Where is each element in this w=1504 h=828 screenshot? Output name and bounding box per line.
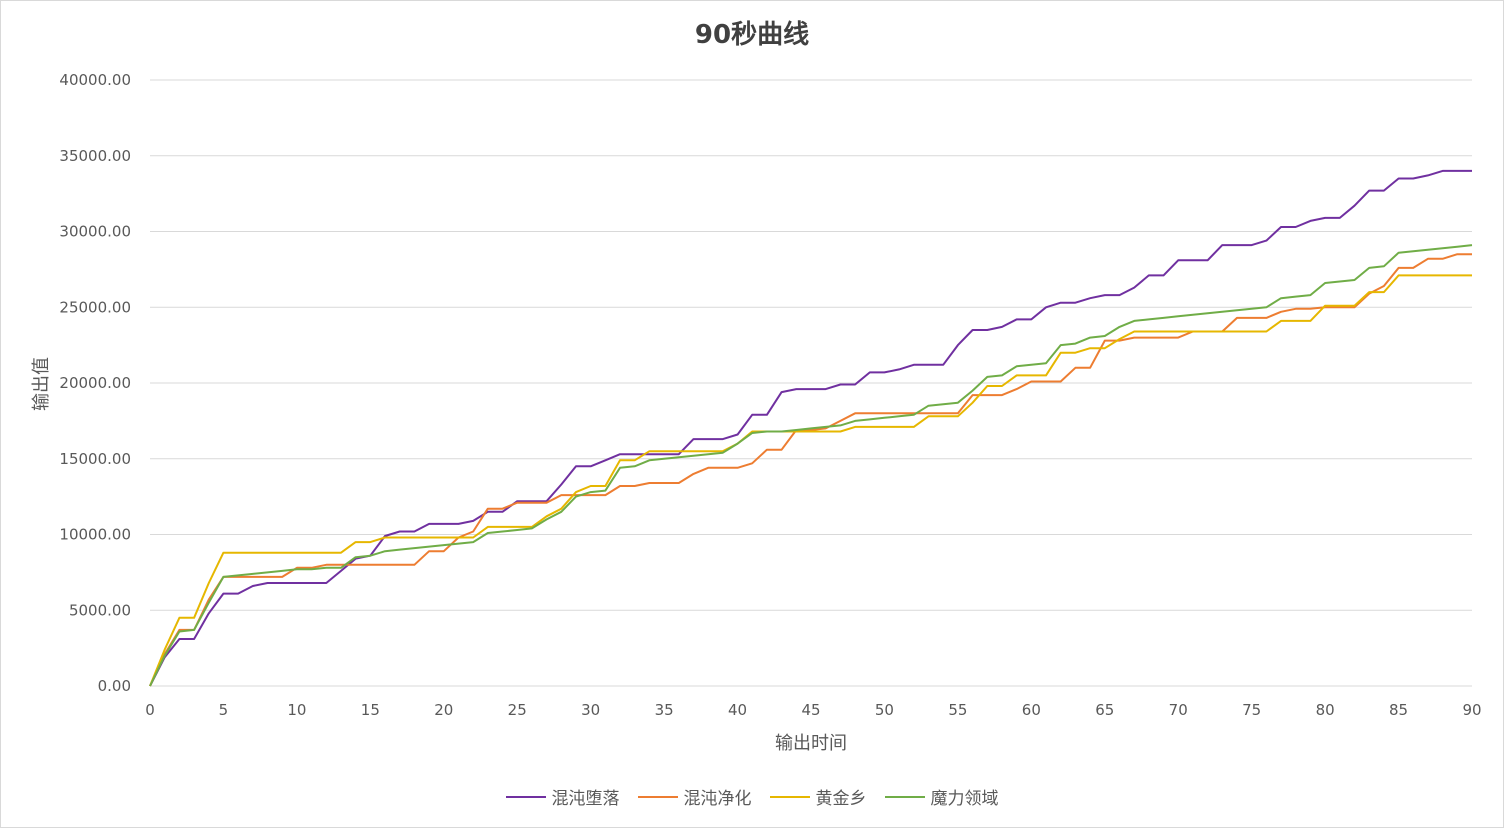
legend-swatch (769, 795, 810, 798)
x-tick-label: 65 (1095, 701, 1114, 719)
legend-label: 混沌净化 (683, 789, 752, 809)
x-tick-label: 75 (1242, 701, 1261, 719)
legend-item-4: 魔力领域 (884, 784, 999, 809)
x-tick-label: 0 (145, 701, 155, 719)
x-tick-label: 90 (1462, 701, 1481, 719)
y-tick-label: 35000.00 (59, 147, 131, 165)
legend-item-3: 黄金乡 (769, 784, 867, 809)
x-tick-label: 15 (361, 701, 380, 719)
y-tick-label: 10000.00 (59, 526, 131, 544)
y-tick-label: 20000.00 (59, 374, 131, 392)
x-tick-label: 70 (1169, 701, 1188, 719)
x-tick-label: 80 (1316, 701, 1335, 719)
y-tick-label: 25000.00 (59, 298, 131, 316)
x-tick-label: 20 (434, 701, 453, 719)
x-tick-label: 60 (1022, 701, 1041, 719)
x-tick-label: 25 (508, 701, 527, 719)
legend-swatch (637, 795, 678, 798)
x-tick-label: 50 (875, 701, 894, 719)
x-axis-title: 输出时间 (775, 733, 847, 754)
legend-swatch (505, 795, 546, 798)
legend-label: 魔力领域 (930, 789, 999, 809)
chart-title: 90秒曲线 (694, 20, 810, 50)
y-tick-label: 15000.00 (59, 450, 131, 468)
x-tick-label: 10 (287, 701, 306, 719)
series-line-3 (149, 274, 1472, 687)
x-tick-label: 35 (655, 701, 674, 719)
legend-label: 混沌堕落 (551, 789, 620, 809)
y-tick-label: 0.00 (98, 677, 131, 695)
series-line-2 (149, 253, 1472, 687)
legend-swatch (884, 795, 925, 798)
legend: 混沌堕落 混沌净化 黄金乡 魔力领域 (0, 784, 1504, 809)
x-tick-label: 30 (581, 701, 600, 719)
series-line-4 (149, 244, 1473, 687)
x-tick-label: 45 (801, 701, 820, 719)
x-tick-label: 40 (728, 701, 747, 719)
y-tick-label: 30000.00 (59, 223, 131, 241)
y-tick-label: 5000.00 (69, 601, 131, 619)
y-tick-label: 40000.00 (59, 71, 131, 89)
legend-item-2: 混沌净化 (637, 784, 752, 809)
x-tick-label: 5 (219, 701, 229, 719)
legend-item-1: 混沌堕落 (505, 784, 620, 809)
x-tick-label: 55 (948, 701, 967, 719)
x-tick-label: 85 (1389, 701, 1408, 719)
legend-label: 黄金乡 (815, 789, 867, 809)
